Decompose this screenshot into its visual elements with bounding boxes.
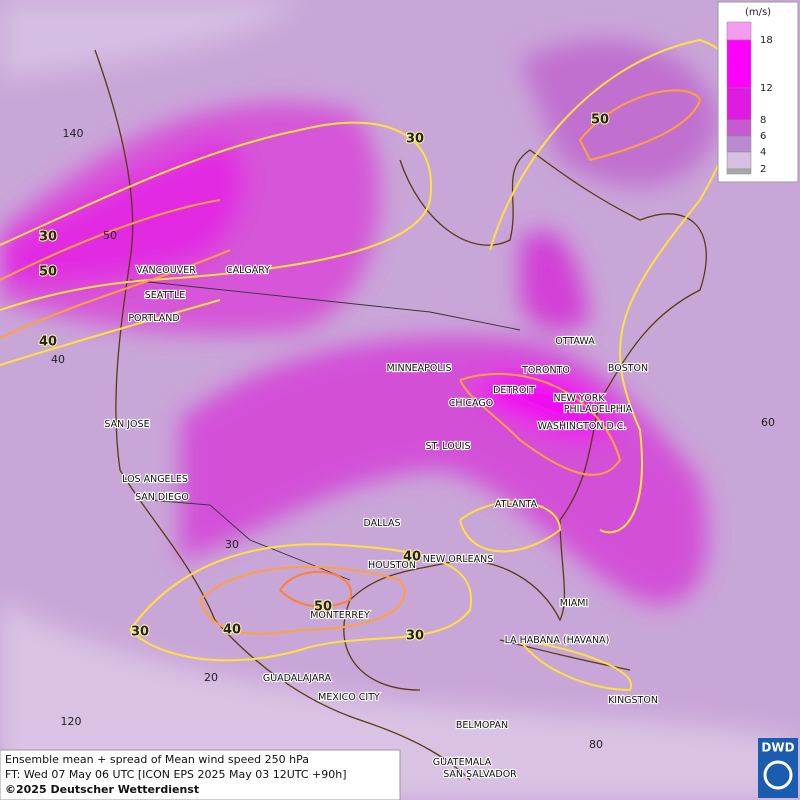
legend-swatch bbox=[726, 135, 752, 153]
city-label: CALGARY bbox=[226, 265, 270, 276]
city-label: ST. LOUIS bbox=[426, 441, 471, 452]
contour-label: 30 bbox=[406, 629, 424, 644]
legend-level: 18 bbox=[760, 35, 773, 46]
city-label: SAN SALVADOR bbox=[443, 769, 517, 780]
legend-level: 8 bbox=[760, 115, 766, 126]
city-label: CHICAGO bbox=[449, 398, 493, 409]
legend-swatch bbox=[726, 39, 752, 89]
contour-label: 40 bbox=[403, 550, 421, 565]
contours bbox=[0, 38, 739, 692]
grid-label: 50 bbox=[103, 229, 117, 242]
logo-text: DWD bbox=[761, 741, 794, 755]
city-label: NEW ORLEANS bbox=[423, 554, 494, 565]
city-label: MEXICO CITY bbox=[318, 692, 380, 703]
city-label: GUATEMALA bbox=[433, 757, 492, 768]
contour-label: 30 bbox=[406, 132, 424, 147]
city-label: LA HABANA (HAVANA) bbox=[505, 635, 610, 646]
contour-label: 40 bbox=[223, 623, 241, 638]
city-label: SEATTLE bbox=[145, 290, 186, 301]
city-label: TORONTO bbox=[521, 365, 570, 376]
city-label: HOUSTON bbox=[368, 560, 416, 571]
city-label: BOSTON bbox=[608, 363, 648, 374]
legend-unit: (m/s) bbox=[745, 7, 771, 18]
city-label: MINNEAPOLIS bbox=[386, 363, 451, 374]
city-label: VANCOUVER bbox=[136, 265, 196, 276]
city-label: SAN JOSE bbox=[104, 419, 149, 430]
contour-label: 50 bbox=[39, 265, 57, 280]
legend-swatch bbox=[726, 151, 752, 170]
city-label: KINGSTON bbox=[608, 695, 658, 706]
legend-swatch bbox=[726, 87, 752, 121]
city-label: NEW YORK bbox=[553, 393, 605, 404]
city-label: ATLANTA bbox=[495, 499, 538, 510]
legend-level: 6 bbox=[760, 131, 766, 142]
grid-label: 20 bbox=[204, 671, 218, 684]
footer-time: FT: Wed 07 May 06 UTC [ICON EPS 2025 May… bbox=[5, 768, 347, 781]
legend-swatch bbox=[726, 168, 752, 175]
city-label: LOS ANGELES bbox=[122, 474, 188, 485]
grid-label: 40 bbox=[51, 353, 65, 366]
legend-level: 4 bbox=[760, 147, 766, 158]
city-label: GUADALAJARA bbox=[263, 673, 332, 684]
legend-swatch bbox=[726, 21, 752, 41]
footer-title: Ensemble mean + spread of Mean wind spee… bbox=[5, 753, 309, 766]
city-label: BELMOPAN bbox=[456, 720, 508, 731]
grid-label: 80 bbox=[589, 738, 603, 751]
contour-label: 30 bbox=[131, 625, 149, 640]
legend-swatch bbox=[726, 119, 752, 137]
legend-level: 2 bbox=[760, 164, 766, 175]
logo-swirl bbox=[763, 760, 793, 790]
city-label: MIAMI bbox=[560, 598, 589, 609]
grid-label: 60 bbox=[761, 416, 775, 429]
city-label: SAN DIEGO bbox=[135, 492, 189, 503]
city-label: MONTERREY bbox=[310, 610, 370, 621]
contour-label: 30 bbox=[39, 230, 57, 245]
city-label: DALLAS bbox=[364, 518, 401, 529]
grid-label: 30 bbox=[225, 538, 239, 551]
grid-label: 120 bbox=[61, 715, 82, 728]
city-label: DETROIT bbox=[493, 385, 535, 396]
city-label: WASHINGTON D.C. bbox=[538, 421, 627, 432]
city-label: OTTAWA bbox=[555, 336, 595, 347]
contour-label: 50 bbox=[314, 600, 332, 615]
city-label: PHILADELPHIA bbox=[564, 404, 633, 415]
grid-label: 140 bbox=[63, 127, 84, 140]
city-label: PORTLAND bbox=[128, 313, 179, 324]
footer-box bbox=[0, 749, 401, 800]
contour-label: 50 bbox=[591, 113, 609, 128]
footer-copyright: ©2025 Deutscher Wetterdienst bbox=[5, 783, 199, 796]
contour-label: 40 bbox=[39, 335, 57, 350]
legend-level: 12 bbox=[760, 83, 773, 94]
